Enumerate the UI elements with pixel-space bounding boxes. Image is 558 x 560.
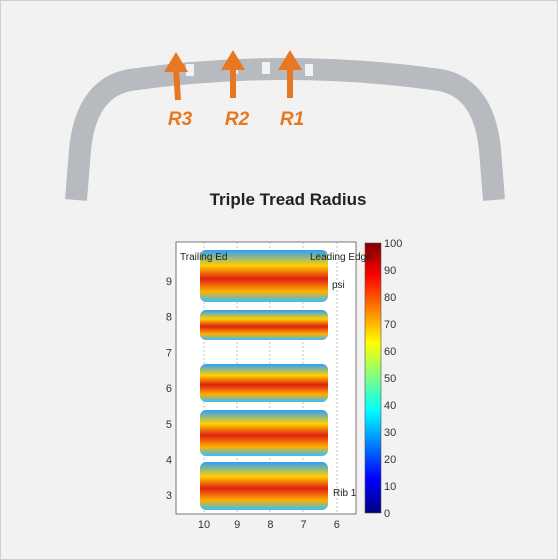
annotation: Trailing Ed — [180, 252, 227, 263]
colorbar-label: 50 — [384, 373, 396, 385]
x-tick-label: 7 — [301, 519, 307, 531]
heatmap — [176, 242, 381, 514]
colorbar-label: 100 — [384, 238, 402, 250]
y-tick-label: 4 — [166, 455, 172, 467]
title: Triple Tread Radius — [210, 190, 367, 209]
colorbar-label: 30 — [384, 427, 396, 439]
x-tick-label: 6 — [334, 519, 340, 531]
annotation: psi — [332, 280, 345, 291]
radius-label: R2 — [225, 109, 250, 130]
colorbar-label: 40 — [384, 400, 396, 412]
x-tick-label: 10 — [198, 519, 210, 531]
figure: R3 R2 R1 Triple Tread Radius Trailing Ed… — [0, 0, 558, 560]
y-tick-label: 3 — [166, 490, 172, 502]
y-tick-label: 8 — [166, 312, 172, 324]
radius-label: R3 — [168, 109, 193, 130]
colorbar-label: 0 — [384, 508, 390, 520]
annotation: Rib 1 — [333, 488, 357, 499]
radius-label: R1 — [280, 109, 304, 130]
colorbar-label: 20 — [384, 454, 396, 466]
x-tick-label: 9 — [234, 519, 240, 531]
colorbar-label: 10 — [384, 481, 396, 493]
y-tick-label: 6 — [166, 383, 172, 395]
colorbar-label: 90 — [384, 265, 396, 277]
colorbar-label: 80 — [384, 292, 396, 304]
y-tick-label: 9 — [166, 276, 172, 288]
colorbar-label: 60 — [384, 346, 396, 358]
y-tick-label: 7 — [166, 347, 172, 359]
x-tick-label: 8 — [267, 519, 273, 531]
colorbar-label: 70 — [384, 319, 396, 331]
annotation: Leading Edge — [310, 252, 372, 263]
y-tick-label: 5 — [166, 419, 172, 431]
